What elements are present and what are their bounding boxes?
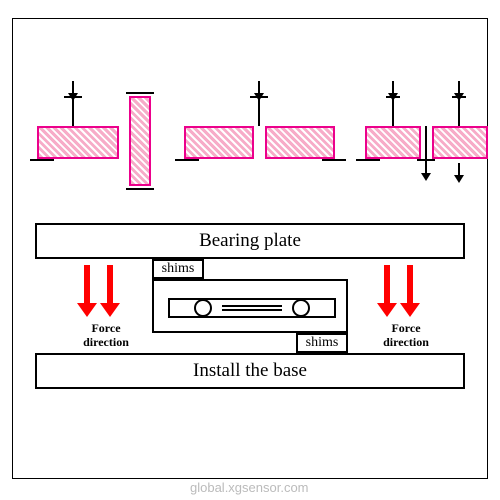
shim-top: shims (152, 259, 204, 279)
load-block (37, 126, 119, 159)
load-block (129, 96, 151, 186)
force-arrow (400, 265, 420, 317)
bearing-plate: Bearing plate (35, 223, 465, 259)
force-arrow (100, 265, 120, 317)
load-cell (152, 279, 348, 333)
shim-bot: shims (296, 333, 348, 353)
load-block (184, 126, 254, 159)
top-configurations (12, 18, 488, 193)
load-block (265, 126, 335, 159)
force-direction-label: Forcedirection (71, 321, 141, 350)
force-arrow (377, 265, 397, 317)
install-base: Install the base (35, 353, 465, 389)
load-block (432, 126, 488, 159)
watermark: global.xgsensor.com (190, 480, 309, 495)
mounting-diagram: Bearing plateInstall the baseshimsshimsF… (35, 223, 465, 423)
force-arrow (77, 265, 97, 317)
load-block (365, 126, 421, 159)
force-direction-label: Forcedirection (371, 321, 441, 350)
